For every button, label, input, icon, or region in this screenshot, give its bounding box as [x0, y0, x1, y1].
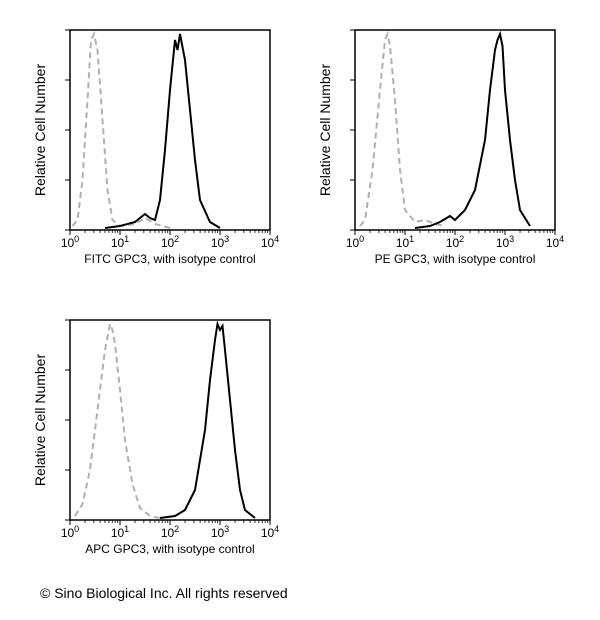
isotype-control-curve	[360, 34, 445, 226]
panel-slot: 100 101 102 103 104 Relative Cell Number FITC …	[30, 20, 280, 270]
x-tick-label: 101	[111, 524, 129, 540]
x-tick-label: 100	[346, 234, 364, 250]
x-tick-label: 104	[546, 234, 564, 250]
sample-curve	[160, 324, 255, 518]
x-tick-label: 100	[61, 524, 79, 540]
x-axis-label: PE GPC3, with isotype control	[375, 252, 536, 266]
x-tick-label: 104	[261, 524, 279, 540]
histogram-panel-0: 100 101 102 103 104 Relative Cell Number FITC …	[30, 20, 280, 270]
x-axis-label: APC GPC3, with isotype control	[85, 542, 254, 556]
isotype-control-curve	[75, 324, 160, 518]
x-tick-label: 100	[61, 234, 79, 250]
x-tick-label: 102	[161, 524, 179, 540]
histogram-panel-2: 100 101 102 103 104 Relative Cell Number APC G…	[30, 310, 280, 560]
panel-grid: 100 101 102 103 104 Relative Cell Number FITC …	[0, 0, 600, 590]
x-tick-label: 103	[211, 234, 229, 250]
x-tick-label: 104	[261, 234, 279, 250]
panel-slot: 100 101 102 103 104 Relative Cell Number APC G…	[30, 310, 280, 560]
copyright-text: © Sino Biological Inc. All rights reserv…	[0, 585, 600, 601]
histogram-panel-1: 100 101 102 103 104 Relative Cell Number PE GP…	[315, 20, 565, 270]
y-axis-label: Relative Cell Number	[317, 64, 333, 197]
x-tick-label: 101	[111, 234, 129, 250]
empty-panel-slot	[315, 310, 565, 560]
x-tick-label: 101	[396, 234, 414, 250]
x-axis-label: FITC GPC3, with isotype control	[84, 252, 255, 266]
y-axis-label: Relative Cell Number	[32, 64, 48, 197]
isotype-control-curve	[73, 34, 171, 228]
panel-slot: 100 101 102 103 104 Relative Cell Number PE GP…	[315, 20, 565, 270]
plot-frame	[355, 30, 555, 230]
x-tick-label: 102	[161, 234, 179, 250]
x-tick-label: 103	[496, 234, 514, 250]
sample-curve	[415, 34, 530, 228]
sample-curve	[105, 34, 220, 228]
x-tick-label: 103	[211, 524, 229, 540]
plot-frame	[70, 30, 270, 230]
y-axis-label: Relative Cell Number	[32, 354, 48, 487]
x-tick-label: 102	[446, 234, 464, 250]
